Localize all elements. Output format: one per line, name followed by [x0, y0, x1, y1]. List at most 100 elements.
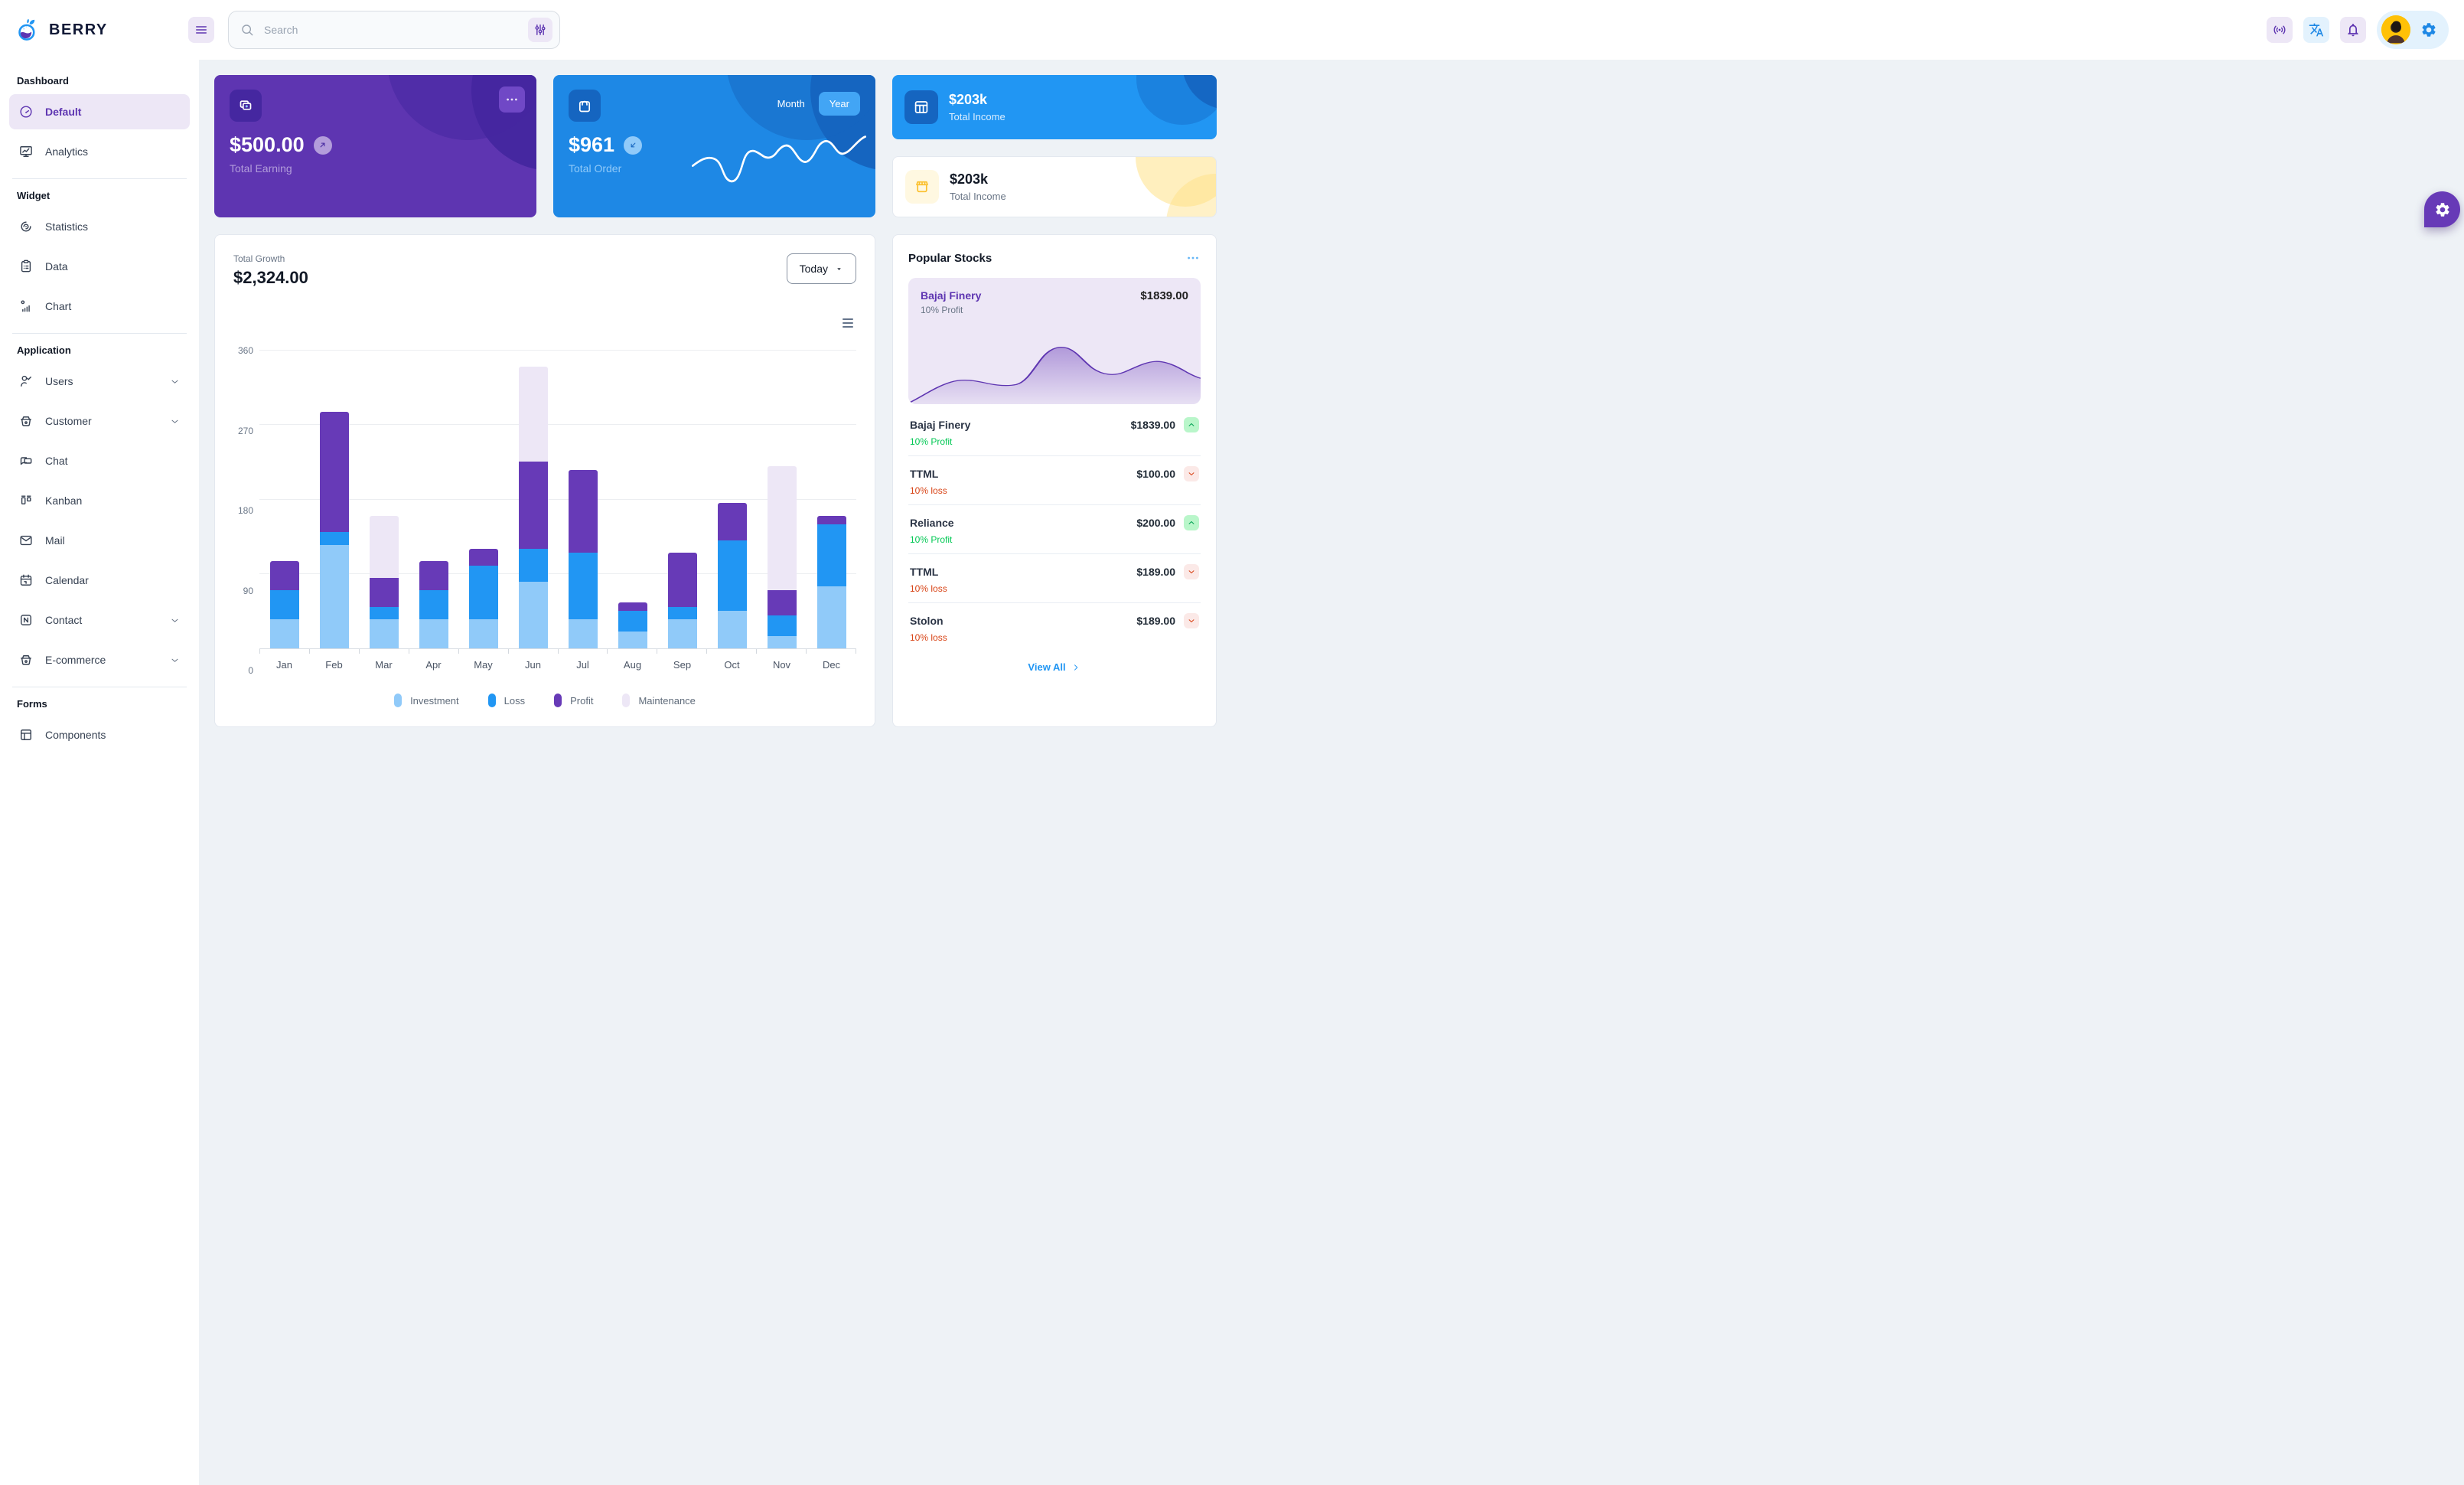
chevron-down-icon	[169, 416, 181, 427]
featured-stock-name: Bajaj Finery	[921, 289, 982, 302]
more-dots-icon	[504, 92, 520, 107]
featured-stock-value: $1839.00	[1140, 289, 1188, 302]
stock-value: $189.00	[1136, 615, 1175, 627]
growth-period-select[interactable]: Today	[786, 253, 856, 284]
gauge-icon	[18, 104, 34, 119]
total-earning-card: $500.00 Total Earning	[214, 75, 536, 217]
gear-icon	[2434, 201, 2451, 218]
app-header: BERRY	[0, 0, 2464, 60]
total-order-label: Total Order	[569, 162, 622, 175]
featured-stock-area-chart	[908, 347, 1201, 404]
bar-jul	[568, 470, 598, 648]
sidebar-item-default[interactable]: Default	[9, 94, 190, 129]
growth-label: Total Growth	[233, 253, 285, 264]
bar-jan	[269, 561, 299, 648]
sidebar-item-e-commerce[interactable]: E-commerce	[9, 642, 190, 677]
calendar-icon	[18, 573, 34, 588]
table-grid-icon	[904, 90, 938, 124]
bar-mar	[369, 515, 399, 648]
sidebar-item-mail[interactable]: Mail	[9, 523, 190, 558]
stock-name: Stolon	[910, 615, 944, 627]
trend-up-icon	[1184, 515, 1199, 530]
total-order-card: Month Year $961 Total Order	[553, 75, 875, 217]
stock-value: $200.00	[1136, 517, 1175, 529]
sidebar-toggle-button[interactable]	[188, 17, 214, 43]
contact-icon	[18, 612, 34, 628]
legend-item-profit[interactable]: Profit	[554, 694, 593, 707]
sidebar-item-customer[interactable]: Customer	[9, 403, 190, 439]
settings-icon	[2420, 21, 2437, 38]
chevron-right-icon	[1071, 662, 1081, 673]
floating-settings-button[interactable]	[2424, 191, 2460, 227]
total-income-blue-card: $203k Total Income	[892, 75, 1217, 139]
sidebar-item-calendar[interactable]: Calendar	[9, 563, 190, 598]
sidebar-item-components[interactable]: Components	[9, 717, 190, 752]
wallet-cards-icon	[230, 90, 262, 122]
bar-aug	[618, 602, 647, 648]
sidebar-item-analytics[interactable]: Analytics	[9, 134, 190, 169]
sidebar-section-dashboard: Dashboard	[17, 75, 69, 86]
stock-row-reliance: Reliance $200.00 10% Profit	[908, 505, 1201, 554]
sidebar-item-statistics[interactable]: Statistics	[9, 209, 190, 244]
stocks-more-button[interactable]	[1185, 250, 1201, 266]
dashboard-main: $500.00 Total Earning Month Year $961	[199, 60, 1232, 742]
trend-down-icon	[1184, 564, 1199, 579]
stock-row-ttml: TTML $100.00 10% loss	[908, 456, 1201, 505]
total-growth-panel: Total Growth $2,324.00 Today 0 90 180 270 36…	[214, 234, 875, 727]
search-input[interactable]	[262, 23, 520, 37]
total-earning-label: Total Earning	[230, 162, 292, 175]
sidebar-item-contact[interactable]: Contact	[9, 602, 190, 638]
stock-value: $100.00	[1136, 468, 1175, 480]
basket-icon	[18, 413, 34, 429]
growth-value: $2,324.00	[233, 268, 308, 287]
monitor-icon	[18, 144, 34, 159]
layout-icon	[18, 727, 34, 742]
header-actions	[2267, 11, 2449, 49]
sidebar-item-chat[interactable]: Chat	[9, 443, 190, 478]
toggle-year-button[interactable]: Year	[818, 92, 860, 116]
search-filter-button[interactable]	[528, 18, 552, 42]
bar-feb	[319, 412, 349, 648]
sidebar-item-chart[interactable]: Chart	[9, 289, 190, 324]
profile-menu-button[interactable]	[2377, 11, 2449, 49]
storefront-icon	[905, 170, 939, 204]
chevron-down-icon	[169, 615, 181, 626]
sidebar-item-kanban[interactable]: Kanban	[9, 483, 190, 518]
bar-apr	[419, 561, 448, 648]
stock-name: TTML	[910, 566, 939, 578]
stock-change: 10% loss	[910, 583, 947, 594]
chevron-down-icon	[169, 376, 181, 387]
legend-item-loss[interactable]: Loss	[487, 694, 525, 707]
sliders-icon	[533, 22, 548, 38]
earning-more-button[interactable]	[499, 86, 525, 113]
popular-stocks-title: Popular Stocks	[908, 251, 992, 265]
income-cards-column: $203k Total Income $203k Total Income	[892, 75, 1217, 217]
toggle-month-button[interactable]: Month	[767, 92, 816, 116]
stock-name: Bajaj Finery	[910, 419, 971, 431]
legend-item-maintenance[interactable]: Maintenance	[622, 694, 696, 707]
kanban-icon	[18, 493, 34, 508]
income-light-label: Total Income	[950, 191, 1006, 202]
x-axis-ticks	[259, 649, 856, 654]
order-period-toggle: Month Year	[767, 92, 860, 116]
search-icon	[240, 22, 255, 38]
legend-item-investment[interactable]: Investment	[394, 694, 459, 707]
usercheck-icon	[18, 374, 34, 389]
chart-menu-icon[interactable]	[843, 316, 853, 330]
notifications-button[interactable]	[2340, 17, 2366, 43]
translate-button[interactable]	[2303, 17, 2329, 43]
sidebar-section-widget: Widget	[17, 190, 51, 201]
sidebar-item-users[interactable]: Users	[9, 364, 190, 399]
broadcast-button[interactable]	[2267, 17, 2293, 43]
bell-icon	[2345, 22, 2361, 38]
chevron-down-icon	[835, 265, 843, 273]
featured-stock-card[interactable]: Bajaj Finery $1839.00 10% Profit	[908, 278, 1201, 404]
sidebar-item-data[interactable]: Data	[9, 249, 190, 284]
stock-name: Reliance	[910, 517, 954, 529]
logo-area: BERRY	[15, 17, 188, 43]
popular-stocks-panel: Popular Stocks Bajaj Finery $1839.00 10%…	[892, 234, 1217, 727]
earning-trend-up-icon	[313, 135, 332, 155]
stock-change: 10% Profit	[910, 436, 953, 447]
income-light-value: $203k	[950, 171, 989, 187]
view-all-button[interactable]: View All	[908, 661, 1201, 674]
